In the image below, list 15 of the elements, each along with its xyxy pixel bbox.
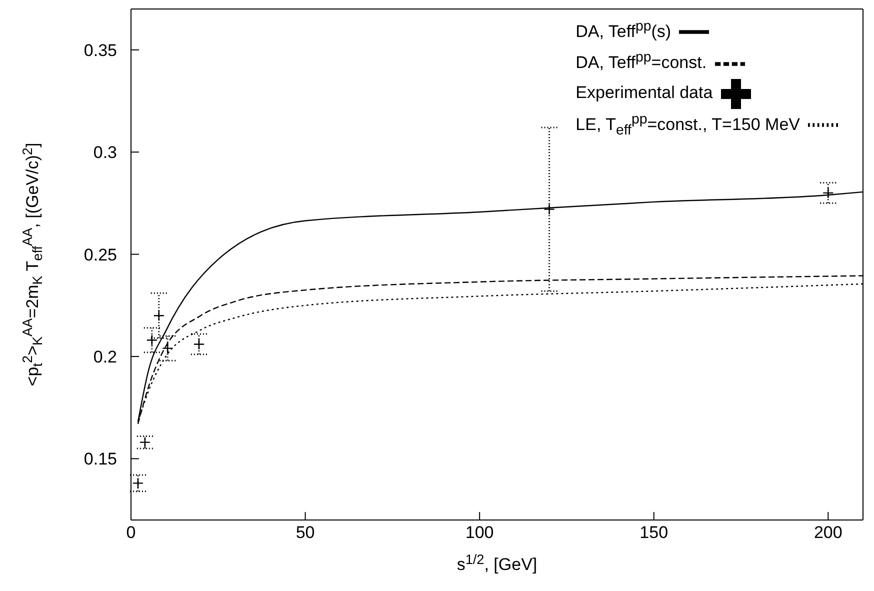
x-tick-label: 0 bbox=[126, 523, 136, 542]
x-tick-label: 100 bbox=[465, 523, 494, 542]
x-tick-label: 150 bbox=[640, 523, 668, 542]
legend-label: DA, Teff$^{pp}$(s) bbox=[576, 18, 672, 41]
y-tick-label: 0.15 bbox=[84, 450, 117, 469]
x-axis-title: s$^{1/2}$, [GeV] bbox=[456, 552, 538, 574]
y-tick-label: 0.3 bbox=[93, 143, 117, 162]
y-tick-label: 0.25 bbox=[84, 245, 117, 264]
legend-label: DA, Teff$^{pp}$=const. bbox=[576, 49, 707, 72]
x-tick-label: 50 bbox=[296, 523, 315, 542]
legend-label: LE, T$_{eff}$$^{pp}$=const., T=150 MeV bbox=[576, 110, 800, 138]
x-tick-label: 200 bbox=[814, 523, 842, 542]
y-tick-label: 0.35 bbox=[84, 40, 117, 60]
legend-label: Experimental data bbox=[576, 83, 713, 102]
y-tick-label: 0.2 bbox=[93, 348, 117, 367]
